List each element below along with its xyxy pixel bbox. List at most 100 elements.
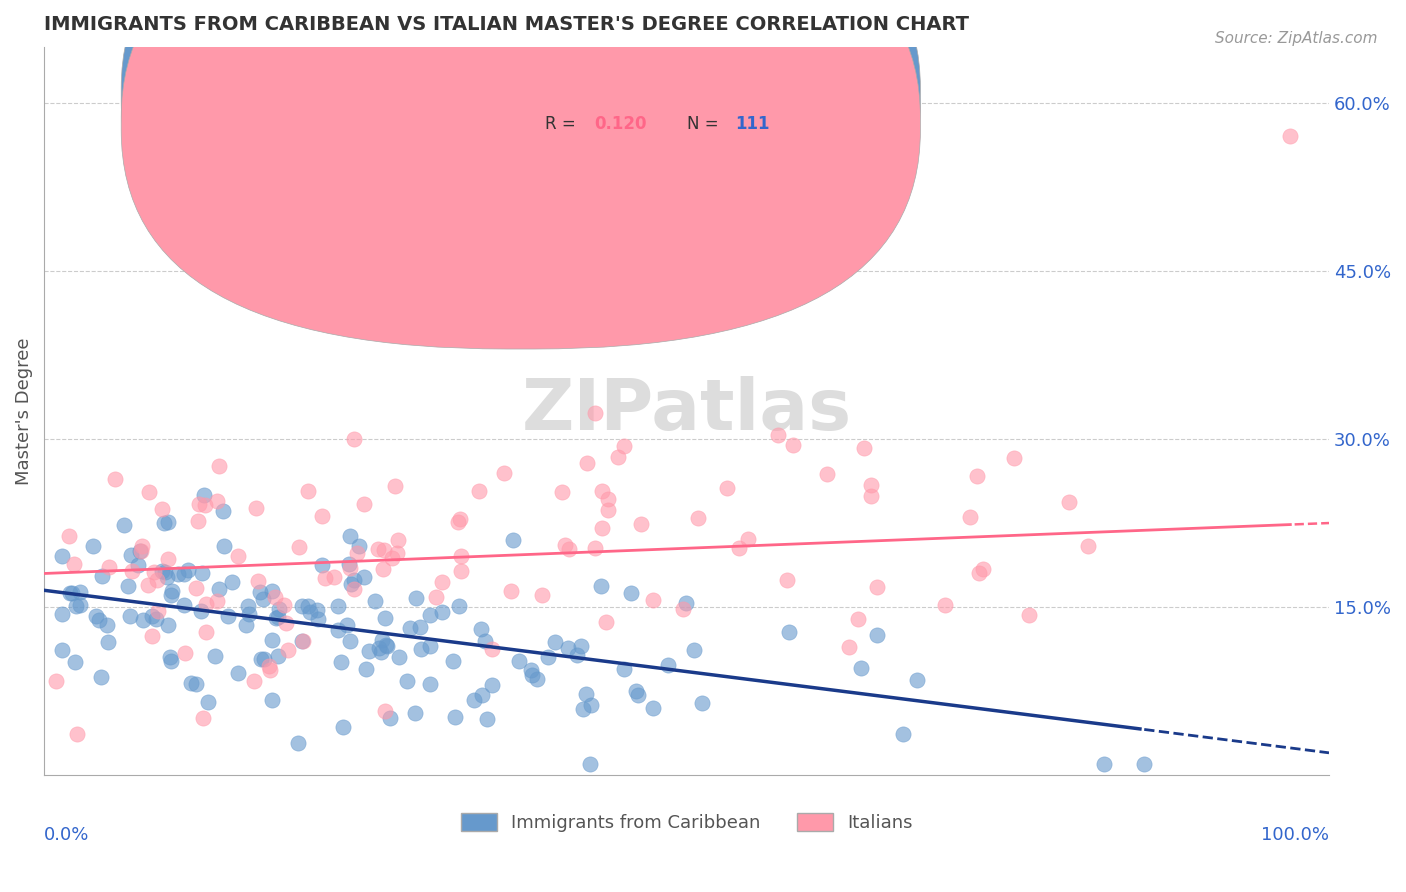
Point [1092,757,1115,772]
Point [891,727,914,741]
Point [249,585,271,599]
Point [205,494,228,508]
Point [145,612,167,626]
Point [262,583,284,598]
Point [298,605,321,619]
Point [235,618,257,632]
FancyBboxPatch shape [121,0,921,349]
Point [117,579,139,593]
Point [526,672,548,686]
Point [291,634,314,648]
Point [672,602,695,616]
Point [374,611,396,625]
Point [468,483,491,498]
Point [339,529,361,543]
Point [259,663,281,677]
Point [859,489,882,503]
Point [613,662,636,676]
Point [398,621,420,635]
Legend: Immigrants from Caribbean, Italians: Immigrants from Caribbean, Italians [453,805,920,839]
Point [554,538,576,552]
Point [396,673,419,688]
Point [450,565,472,579]
Point [190,604,212,618]
Point [335,617,357,632]
Point [569,639,592,653]
Point [187,514,209,528]
Point [441,655,464,669]
Point [852,441,875,455]
Point [966,469,988,483]
Point [492,466,515,480]
Point [63,655,86,669]
Point [51,643,73,657]
Point [766,427,789,442]
FancyBboxPatch shape [481,72,893,170]
Point [138,577,160,591]
Point [173,567,195,582]
Point [934,598,956,612]
Point [370,644,392,658]
Point [425,591,447,605]
Point [252,651,274,665]
Point [364,594,387,608]
Point [1077,539,1099,553]
Point [388,650,411,665]
Point [613,439,636,453]
Point [97,635,120,649]
Point [959,510,981,524]
Point [572,702,595,716]
Point [127,558,149,572]
Point [267,602,290,616]
Point [716,482,738,496]
Point [343,574,366,588]
Point [267,648,290,663]
Point [187,497,209,511]
Point [537,650,560,665]
Point [339,634,361,648]
Point [449,599,471,613]
Point [682,643,704,657]
Point [205,593,228,607]
Point [337,558,360,572]
Point [550,484,572,499]
Point [245,500,267,515]
Point [65,599,87,614]
Point [329,655,352,669]
Point [508,654,530,668]
Point [481,641,503,656]
Point [194,498,217,512]
Point [259,658,281,673]
Point [1279,129,1302,144]
Point [519,663,541,677]
Text: N =: N = [686,86,724,103]
Point [212,504,235,518]
Point [214,539,236,553]
Point [641,701,664,715]
Point [153,565,176,579]
Point [657,657,679,672]
Point [578,757,600,772]
Point [238,607,260,621]
Point [160,584,183,599]
Point [419,639,441,653]
Point [292,633,315,648]
Point [193,710,215,724]
Point [160,588,183,602]
Point [449,512,471,526]
Point [347,539,370,553]
Point [474,634,496,648]
Point [193,488,215,502]
Point [184,677,207,691]
Point [859,478,882,492]
Point [132,613,155,627]
Point [326,623,349,637]
Point [153,516,176,530]
Point [51,607,73,621]
Point [156,569,179,583]
Point [381,550,404,565]
Point [277,643,299,657]
Point [121,564,143,578]
Point [156,618,179,632]
Point [96,618,118,632]
